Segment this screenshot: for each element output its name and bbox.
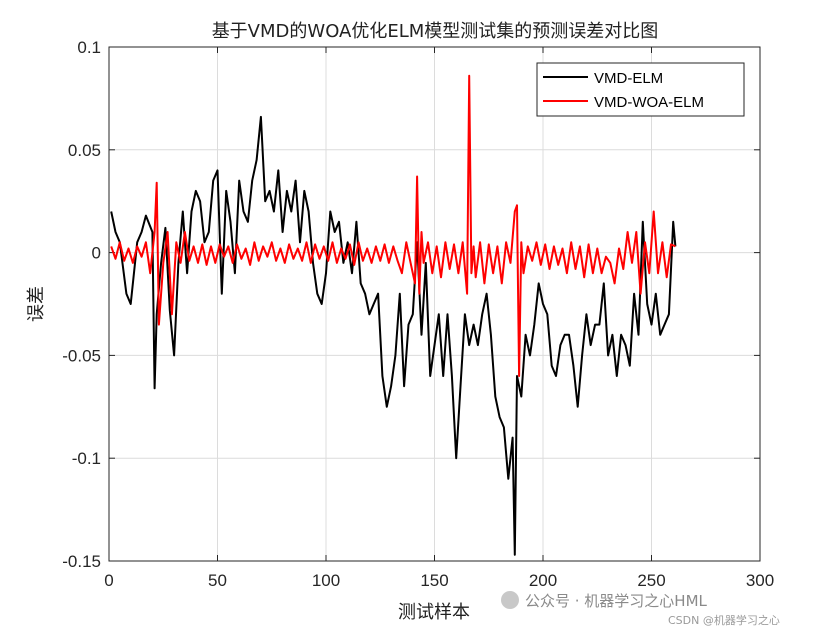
y-tick-label: -0.1 (72, 449, 101, 468)
watermark-main: 公众号 · 机器学习之心HML (525, 592, 708, 610)
chart-title: 基于VMD的WOA优化ELM模型测试集的预测误差对比图 (212, 21, 659, 42)
legend-box (536, 62, 745, 117)
y-tick-label: 0.05 (68, 141, 101, 160)
x-tick-label: 300 (746, 571, 774, 590)
y-axis: -0.15 -0.1 -0.05 0 0.05 0.1 (62, 38, 760, 571)
watermark-sub: CSDN @机器学习之心 (668, 613, 780, 627)
x-tick-label: 0 (104, 571, 113, 590)
x-tick-label: 200 (529, 571, 557, 590)
y-axis-label: 误差 (26, 286, 47, 322)
legend-label-vmd-elm: VMD-ELM (594, 70, 663, 87)
watermark: 公众号 · 机器学习之心HML CSDN @机器学习之心 (501, 591, 780, 627)
y-tick-label: -0.15 (62, 552, 101, 571)
x-tick-label: 250 (637, 571, 665, 590)
x-axis: 0 50 100 150 200 250 300 (104, 47, 774, 590)
y-tick-label: 0 (92, 244, 101, 263)
legend-label-vmd-woa-elm: VMD-WOA-ELM (594, 94, 704, 111)
series-group (110, 74, 677, 556)
watermark-logo-icon (501, 591, 519, 609)
series-line-vmd-elm (110, 115, 677, 556)
x-tick-label: 100 (312, 571, 340, 590)
series-line-vmd-woa-elm (110, 74, 676, 377)
legend: VMD-ELM VMD-WOA-ELM (536, 62, 745, 117)
x-tick-label: 50 (208, 571, 227, 590)
y-tick-label: 0.1 (77, 38, 101, 57)
x-tick-label: 150 (420, 571, 448, 590)
y-tick-label: -0.05 (62, 346, 101, 365)
x-axis-label: 测试样本 (398, 602, 470, 623)
